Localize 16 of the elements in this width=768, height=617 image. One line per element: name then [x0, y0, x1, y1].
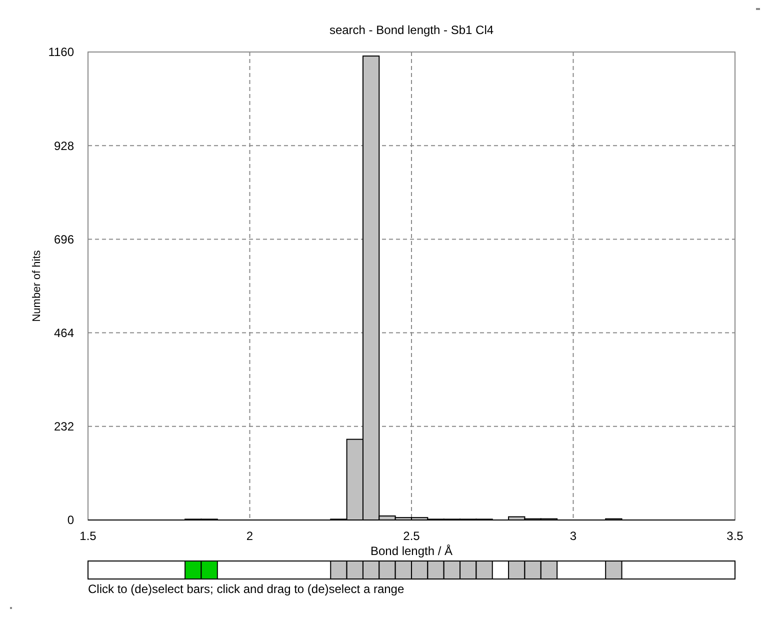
y-axis-title: Number of hits	[31, 250, 43, 322]
y-tick-label: 464	[54, 326, 74, 340]
y-tick-label: 928	[54, 138, 74, 153]
text: Click to (de)select bars; click and drag to (de)select a range	[88, 582, 404, 596]
x-tick-label: 1.5	[80, 529, 97, 543]
x-tick-label: 3.5	[726, 529, 744, 543]
y-tick-label: 1160	[48, 45, 74, 60]
window-frame: search - Bond length - Sb1 Cl4 0 232 464 696 928 1160 1.5 2 2.5 3 3.5 Bond length / Å Number of hits Click to (de)select bars; click and drag to (de)select a range	[10, 8, 760, 609]
chart-title: search - Bond length - Sb1 Cl4	[329, 23, 494, 37]
y-tick-label: 232	[54, 420, 74, 434]
x-tick-label: 2.5	[403, 529, 420, 543]
x-tick-label: 3	[570, 529, 577, 543]
x-tick-label: 2	[246, 529, 254, 543]
x-axis-title: Bond length / Å	[370, 544, 453, 558]
y-tick-label: 696	[54, 232, 74, 246]
y-tick-label: 0	[67, 513, 74, 528]
